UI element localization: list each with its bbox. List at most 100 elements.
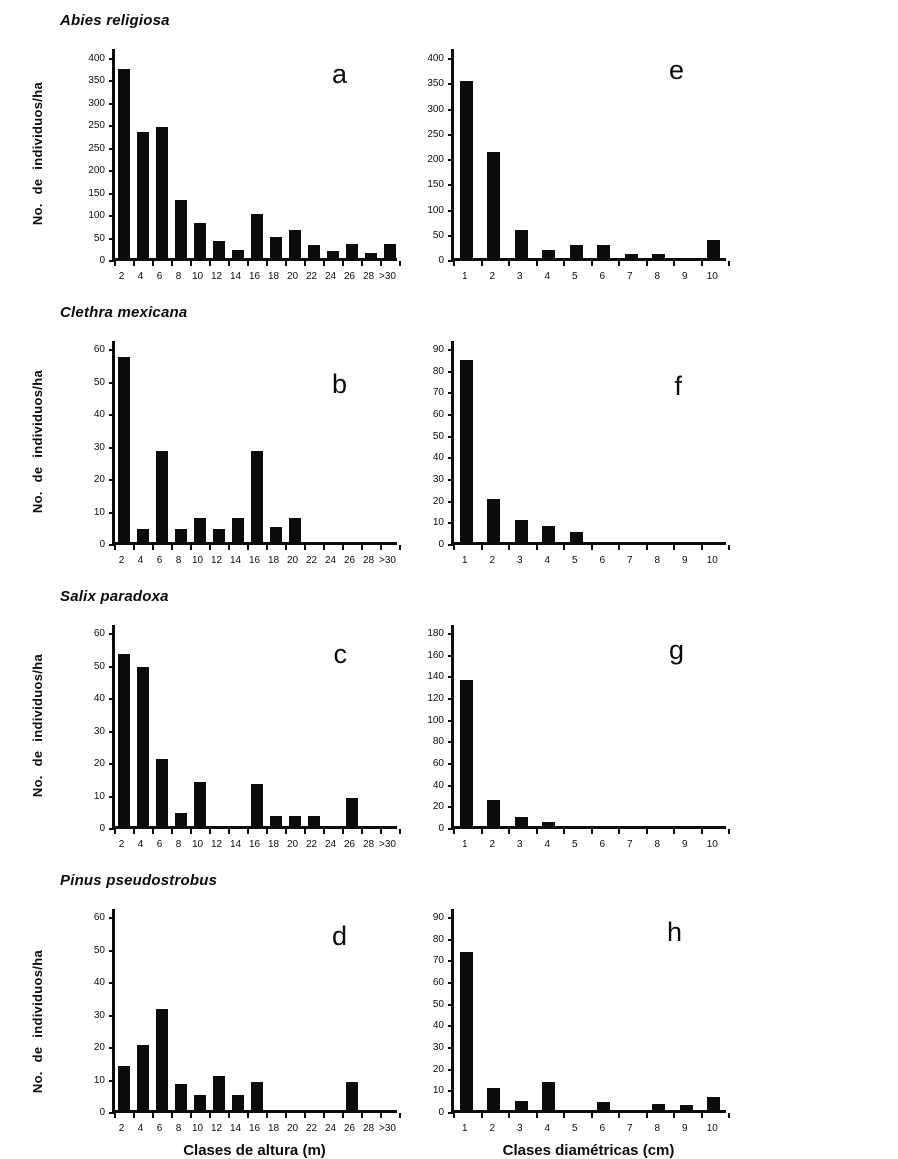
x-tick-mark xyxy=(590,261,593,266)
bar xyxy=(345,798,358,826)
x-tick-mark xyxy=(563,829,565,834)
x-tick-mark xyxy=(152,261,154,266)
bar xyxy=(155,1009,168,1110)
x-tick-label: 6 xyxy=(599,271,606,282)
x-tick-label: 22 xyxy=(305,839,318,850)
bar xyxy=(155,451,168,542)
x-tick-mark xyxy=(728,829,730,834)
chart-panel-h: 90 80 70 60 50 40 30 20 10 0 h 1 2 3 4 5 6 7 8 9 10 Clases di… xyxy=(433,909,730,1159)
y-tick-mark xyxy=(109,237,115,240)
species-row-clethra: Clethra mexicana No. de individuos/ha 60… xyxy=(30,304,898,566)
x-tick-mark xyxy=(190,545,192,550)
x-tick-mark xyxy=(728,1113,730,1118)
x-tick-labels: 1 2 3 4 5 6 7 8 9 10 xyxy=(451,1123,726,1134)
y-tick-label: 180 xyxy=(427,628,444,639)
x-tick-label: 9 xyxy=(681,271,688,282)
x-tick-label: 4 xyxy=(544,1123,551,1134)
x-tick-label: 10 xyxy=(191,839,204,850)
bar xyxy=(459,951,473,1110)
y-tick-mark xyxy=(448,960,454,963)
x-tick-mark xyxy=(590,829,593,834)
x-tick-label: 4 xyxy=(137,839,144,850)
plot-area: 400 350 300 250 200 150 100 50 0 e xyxy=(427,49,730,266)
y-tick-label: 10 xyxy=(432,1085,444,1097)
x-tick-label: >30 xyxy=(379,271,396,282)
y-tick-mark xyxy=(109,795,115,798)
species-title: Pinus pseudostrobus xyxy=(60,872,218,889)
y-tick-mark xyxy=(448,209,454,212)
x-tick-mark xyxy=(700,1113,703,1118)
x-tick-mark xyxy=(247,545,249,550)
x-tick-mark xyxy=(673,1113,675,1118)
species-title: Clethra mexicana xyxy=(60,304,188,321)
x-tick-mark xyxy=(114,1113,116,1118)
row-charts: No. de individuos/ha 400 350 300 250 250 200 1… xyxy=(30,49,898,282)
x-tick-label: 9 xyxy=(681,839,688,850)
x-tick-labels: 2 4 6 8 10 12 14 16 18 20 22 24 26 28 >30 xyxy=(112,271,397,282)
y-tick-label: 160 xyxy=(427,649,444,661)
y-tick-label: 30 xyxy=(432,1042,444,1053)
y-tick-label: 200 xyxy=(427,154,444,165)
panel-letter: g xyxy=(668,635,684,665)
y-tick-label: 150 xyxy=(88,187,105,199)
y-tick-label: 70 xyxy=(432,387,444,399)
x-tick-label: 2 xyxy=(489,271,496,282)
x-tick-label: 2 xyxy=(118,839,125,850)
x-tick-label: 3 xyxy=(516,839,523,850)
y-tick-label: 100 xyxy=(88,210,105,222)
x-tick-label: 16 xyxy=(248,1123,261,1134)
panel-letter: e xyxy=(668,55,684,85)
panel-letter: h xyxy=(666,917,682,947)
bar xyxy=(542,250,556,258)
x-tick-mark xyxy=(590,1113,593,1118)
y-tick-mark xyxy=(109,80,115,83)
x-tick-label: 4 xyxy=(137,271,144,282)
x-tick-label: 5 xyxy=(571,555,578,566)
x-tick-label: 4 xyxy=(137,555,144,566)
y-tick-mark xyxy=(109,170,115,173)
y-tick-label: 50 xyxy=(93,376,105,388)
y-tick-mark xyxy=(448,260,454,262)
bar xyxy=(459,360,473,542)
y-tick-mark xyxy=(448,544,454,546)
row-charts: No. de individuos/ha 60 50 40 30 20 10 0 b 2 4 6 8 1… xyxy=(30,341,898,566)
y-tick-label: 20 xyxy=(93,474,105,485)
x-tick-mark xyxy=(114,261,116,266)
bar xyxy=(212,1075,225,1110)
x-tick-mark xyxy=(171,829,173,834)
x-tick-mark xyxy=(453,829,455,834)
plot-area: 60 50 40 30 20 10 0 d xyxy=(94,909,401,1118)
y-tick-label: 30 xyxy=(93,725,105,737)
y-tick-mark xyxy=(109,982,115,984)
x-tick-mark xyxy=(508,261,510,266)
y-tick-label: 50 xyxy=(93,232,105,244)
x-tick-label: 8 xyxy=(175,271,182,282)
x-tick-label: 18 xyxy=(267,271,280,282)
bar xyxy=(652,1103,666,1110)
x-tick-mark xyxy=(133,545,135,550)
x-tick-mark xyxy=(618,261,620,266)
x-tick-mark xyxy=(285,545,287,550)
y-tick-label: 250 xyxy=(88,142,105,154)
x-tick-label: >30 xyxy=(379,555,396,566)
x-tick-mark xyxy=(323,261,325,266)
y-tick-mark xyxy=(448,1047,454,1049)
x-tick-label: 22 xyxy=(305,271,318,282)
x-tick-label: 8 xyxy=(175,555,182,566)
y-tick-mark xyxy=(109,1112,115,1114)
y-tick-label: 60 xyxy=(93,344,105,355)
bar xyxy=(514,817,528,826)
y-tick-label: 350 xyxy=(427,78,444,90)
bar xyxy=(307,245,320,258)
x-tick-label: 26 xyxy=(343,555,356,566)
x-tick-mark xyxy=(304,829,306,834)
x-tick-label: 24 xyxy=(324,555,337,566)
row-charts: No. de individuos/ha 60 50 40 30 20 10 0 c 2 4 6 8 1… xyxy=(30,625,898,850)
x-tick-label: 12 xyxy=(210,839,223,850)
y-tick-mark xyxy=(109,102,115,105)
x-tick-label: 14 xyxy=(229,1123,242,1134)
bar xyxy=(459,679,473,826)
species-row-abies: Abies religiosa No. de individuos/ha 400… xyxy=(30,12,898,282)
y-tick-mark xyxy=(448,828,454,830)
bar xyxy=(231,1095,244,1110)
